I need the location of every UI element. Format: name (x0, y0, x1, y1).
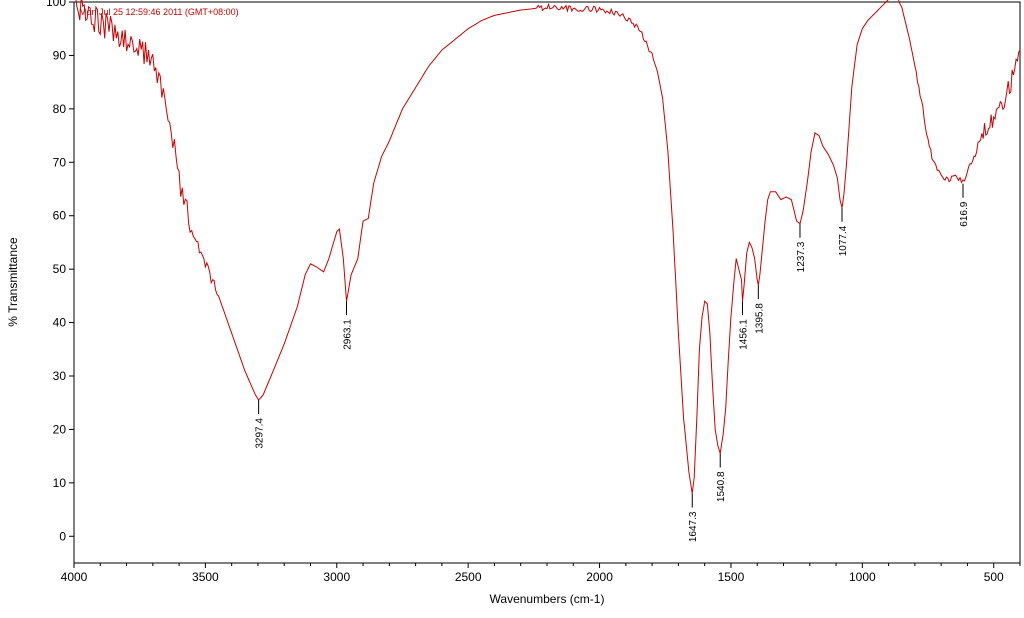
y-tick-label: 80 (53, 102, 67, 116)
x-tick-label: 2000 (586, 570, 613, 584)
y-tick-label: 10 (53, 476, 67, 490)
x-tick-label: 2500 (455, 570, 482, 584)
peak-label: 1077.4 (838, 225, 849, 256)
timestamp-label: Mon Jul 25 12:59:46 2011 (GMT+08:00) (79, 7, 239, 17)
y-tick-label: 50 (53, 262, 67, 276)
y-tick-label: 70 (53, 155, 67, 169)
peak-label: 616.9 (959, 201, 970, 226)
y-tick-label: 40 (53, 316, 67, 330)
y-axis-title: % Transmittance (6, 237, 20, 327)
peak-labels: 3297.4 2963.1 1647.3 1540.8 1456.1 1395.8 1237… (255, 183, 970, 542)
y-tick-label: 0 (59, 529, 66, 543)
spectrum-line (75, 0, 1021, 494)
y-axis: 0 10 20 30 40 50 60 70 80 90 100 (46, 0, 74, 543)
peak-label: 1647.3 (688, 511, 699, 542)
x-tick-label: 500 (984, 570, 1004, 584)
x-tick-label: 4000 (61, 570, 88, 584)
peak-label: 1395.8 (754, 303, 765, 334)
peak-label: 1237.3 (796, 241, 807, 272)
x-axis: 4000 3500 3000 2500 2000 1500 1000 500 (61, 563, 1021, 584)
y-tick-label: 100 (46, 0, 66, 9)
y-tick-label: 30 (53, 369, 67, 383)
y-tick-label: 90 (53, 48, 67, 62)
plot-frame (73, 1, 1021, 564)
x-tick-label: 3500 (192, 570, 219, 584)
peak-label: 3297.4 (255, 418, 266, 449)
x-axis-title: Wavenumbers (cm-1) (490, 592, 605, 606)
y-tick-label: 60 (53, 209, 67, 223)
peak-label: 1540.8 (716, 471, 727, 502)
x-tick-label: 3000 (323, 570, 350, 584)
x-tick-label: 1500 (718, 570, 745, 584)
peak-label: 1456.1 (738, 319, 749, 350)
y-tick-label: 20 (53, 422, 67, 436)
peak-label: 2963.1 (342, 319, 353, 350)
x-tick-label: 1000 (849, 570, 876, 584)
